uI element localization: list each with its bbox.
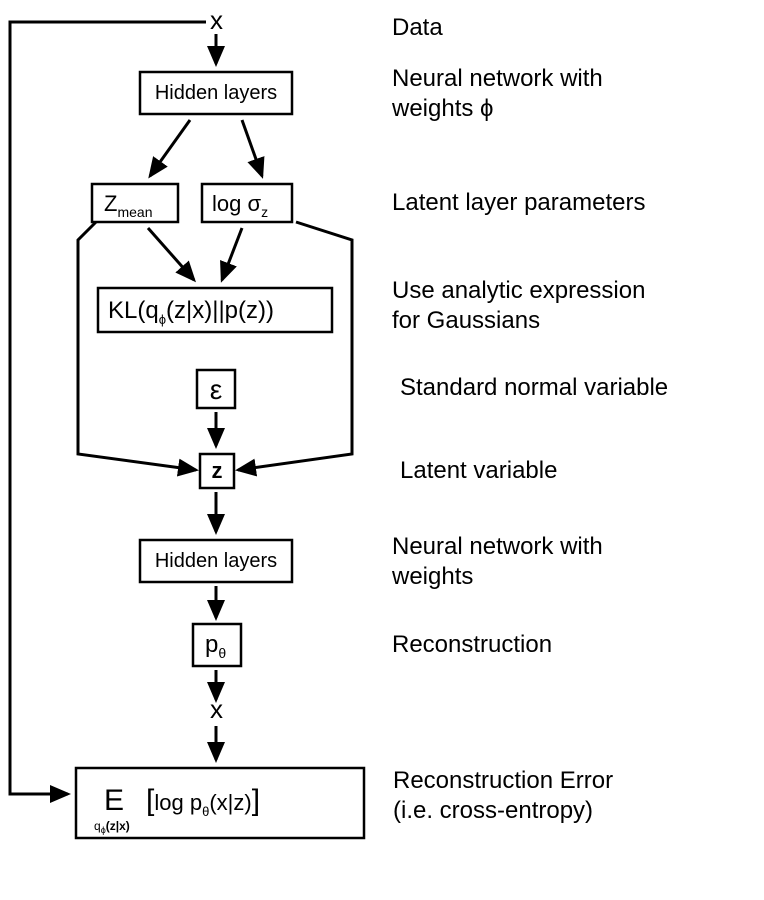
node-hidden2-label: Hidden layers [155,550,277,572]
edge-hidden1_R [242,120,262,176]
ann-gauss-l1: Use analytic expression [392,277,645,304]
edge-hidden1_L [150,120,190,176]
ann-latent-var: Latent variable [400,457,557,484]
ann-latent-params: Latent layer parameters [392,189,645,216]
edge-logsigma-to-z [238,222,352,470]
ann-recon: Reconstruction [392,631,552,658]
node-hidden1-label: Hidden layers [155,82,277,104]
edge-log_kl [222,228,242,280]
ann-data: Data [392,14,443,41]
node-x: x [210,5,223,35]
node-x2: x [210,694,223,724]
node-kl-label: KL(qϕ(z|x)||p(z)) [108,297,274,327]
ann-reconerr-l2: (i.e. cross-entropy) [393,797,593,824]
ann-stdnorm: Standard normal variable [400,374,668,401]
node-logsigma-label: log σz [212,191,268,220]
error-sub: qϕ(z|x) [94,819,130,835]
ann-gauss-l2: for Gaussians [392,307,540,334]
ann-nn2-l2: weights [391,563,473,590]
ann-nnphi-l1: Neural network with [392,65,603,92]
edge-zmean-to-z [78,222,196,470]
ann-nnphi-l2: weights ϕ [391,95,493,122]
node-z-label: z [212,458,223,483]
node-epsilon-label: ε [210,374,222,405]
edge-zmean_kl [148,228,194,280]
error-E: E [104,784,124,817]
ann-nn2-l1: Neural network with [392,533,603,560]
ann-reconerr-l1: Reconstruction Error [393,767,613,794]
